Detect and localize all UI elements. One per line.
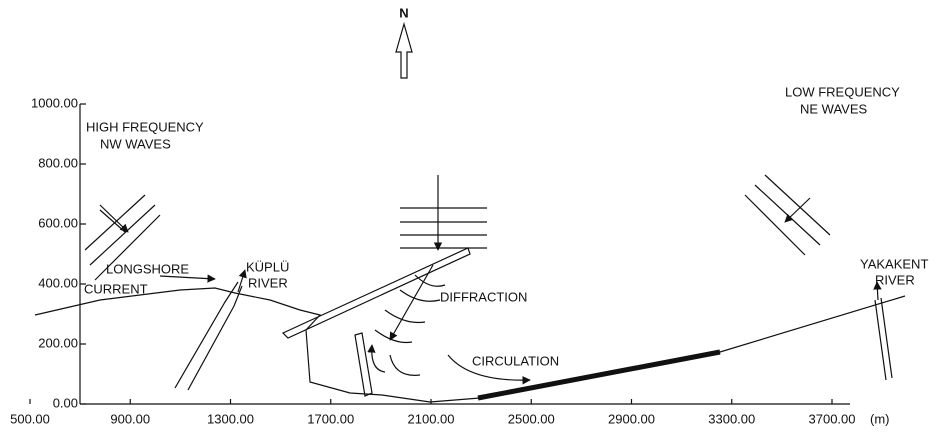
x-tick-label: 3300.00 [708,411,755,426]
x-tick-label: 1300.00 [207,411,254,426]
north-label: N [399,5,408,20]
y-tick-label: 600.00 [38,215,78,230]
x-tick-label: 2500.00 [508,411,555,426]
label: NW WAVES [100,136,171,151]
x-tick-label: 3700.00 [809,411,856,426]
label: CIRCULATION [472,353,559,368]
x-tick-label: 900.00 [110,411,150,426]
waves [84,174,831,385]
y-tick-label: 200.00 [38,335,78,350]
label: LONGSHORE [106,261,189,276]
label: RIVER [875,272,915,287]
north-arrow [395,21,413,79]
y-tick-label: 0.00 [53,395,78,410]
y-tick-label: 400.00 [38,275,78,290]
label: YAKAKENT [860,256,928,271]
label: KÜPLÜ [246,259,289,274]
x-tick-label: 1700.00 [307,411,354,426]
x-tick-label: 500.00 [10,411,50,426]
y-tick-label: 1000.00 [31,95,78,110]
label: CURRENT [84,281,148,296]
label: RIVER [248,275,288,290]
label: DIFFRACTION [440,289,527,304]
label: NE WAVES [800,101,868,116]
x-tick-label: 2900.00 [608,411,655,426]
label: HIGH FREQUENCY [86,119,204,134]
x-unit: (m) [870,411,890,426]
y-tick-label: 800.00 [38,155,78,170]
shoreline [34,247,906,403]
label: LOW FREQUENCY [785,84,900,99]
x-tick-label: 2100.00 [408,411,455,426]
